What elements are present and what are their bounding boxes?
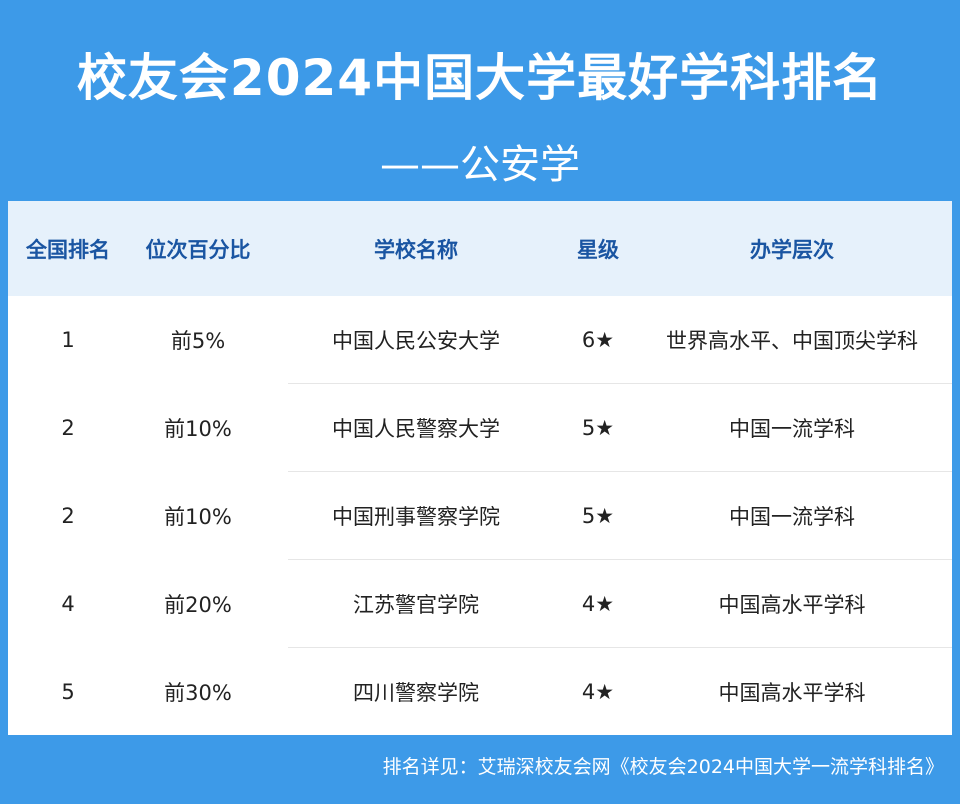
cell-percentile: 前10% — [164, 417, 232, 441]
row-divider — [288, 383, 952, 384]
table-row: 2 前10% 中国人民警察大学 5★ 中国一流学科 — [8, 384, 952, 472]
cell-percentile: 前10% — [164, 505, 232, 529]
cell-school-name: 四川警察学院 — [353, 681, 479, 705]
column-header-school-name: 学校名称 — [374, 237, 458, 262]
row-divider — [288, 559, 952, 560]
cell-school-name: 中国刑事警察学院 — [332, 505, 500, 529]
cell-level: 中国一流学科 — [729, 505, 855, 529]
table-header: 全国排名 位次百分比 学校名称 星级 办学层次 — [8, 201, 952, 296]
page-subtitle: ——公安学 — [380, 142, 580, 188]
cell-rank: 4 — [61, 592, 75, 616]
cell-star-rating: 5★ — [581, 416, 615, 440]
cell-star-rating: 4★ — [581, 680, 615, 704]
cell-percentile: 前20% — [164, 593, 232, 617]
table-row: 4 前20% 江苏警官学院 4★ 中国高水平学科 — [8, 560, 952, 648]
cell-rank: 2 — [61, 504, 75, 528]
cell-level: 中国一流学科 — [729, 417, 855, 441]
cell-level: 世界高水平、中国顶尖学科 — [666, 329, 918, 353]
row-divider — [288, 471, 952, 472]
cell-percentile: 前5% — [170, 329, 226, 353]
cell-level: 中国高水平学科 — [718, 681, 866, 705]
cell-school-name: 中国人民公安大学 — [332, 329, 500, 353]
cell-rank: 1 — [61, 328, 75, 352]
cell-star-rating: 5★ — [581, 504, 615, 528]
source-note: 排名详见：艾瑞深校友会网《校友会2024中国大学一流学科排名》 — [382, 756, 944, 778]
table-row: 1 前5% 中国人民公安大学 6★ 世界高水平、中国顶尖学科 — [8, 296, 952, 384]
cell-school-name: 中国人民警察大学 — [332, 417, 500, 441]
table-row: 5 前30% 四川警察学院 4★ 中国高水平学科 — [8, 648, 952, 736]
cell-rank: 5 — [61, 680, 75, 704]
column-header-percentile: 位次百分比 — [145, 237, 251, 262]
ranking-table: 全国排名 位次百分比 学校名称 星级 办学层次 1 前5% 中国人民公安大学 6… — [8, 201, 952, 735]
cell-star-rating: 6★ — [581, 328, 615, 352]
cell-percentile: 前30% — [164, 681, 232, 705]
column-header-level: 办学层次 — [750, 237, 834, 262]
cell-rank: 2 — [61, 416, 75, 440]
page-title: 校友会2024中国大学最好学科排名 — [76, 49, 884, 107]
cell-star-rating: 4★ — [581, 592, 615, 616]
table-row: 2 前10% 中国刑事警察学院 5★ 中国一流学科 — [8, 472, 952, 560]
column-header-national-rank: 全国排名 — [26, 237, 110, 262]
row-divider — [288, 647, 952, 648]
column-header-star-rating: 星级 — [577, 237, 619, 262]
cell-school-name: 江苏警官学院 — [353, 593, 479, 617]
cell-level: 中国高水平学科 — [718, 593, 866, 617]
